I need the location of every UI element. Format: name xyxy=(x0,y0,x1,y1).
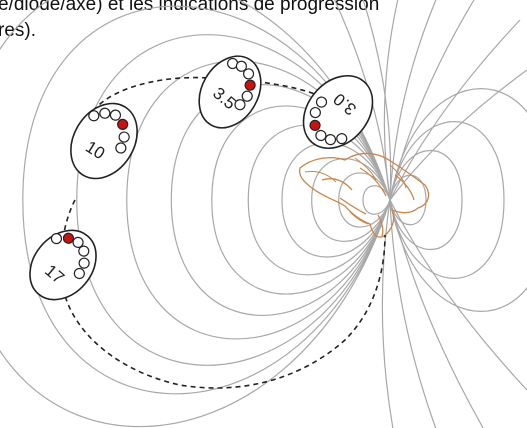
dot-empty xyxy=(99,107,111,119)
field-line xyxy=(389,88,527,312)
dot-empty xyxy=(234,99,246,111)
caption-line-1: e/diode/axe) et les indications de progr… xyxy=(0,0,380,15)
field-line xyxy=(389,199,527,391)
progress-marker-3-5: 3.5 xyxy=(198,55,262,129)
field-line xyxy=(383,0,399,201)
progress-marker-10: 10 xyxy=(70,102,138,180)
dot-empty xyxy=(73,267,85,280)
dot-empty xyxy=(242,68,255,80)
marker-oval xyxy=(70,102,138,180)
dot-empty xyxy=(78,257,90,269)
field-line xyxy=(389,0,437,201)
progress-marker-3-0: 3.0 xyxy=(302,74,374,150)
dot-empty xyxy=(309,106,321,119)
field-line xyxy=(389,199,437,428)
dot-active xyxy=(117,118,129,130)
field-line xyxy=(389,19,521,201)
progress-marker-17: 17 xyxy=(29,229,97,301)
dot-empty xyxy=(235,60,248,72)
field-line xyxy=(22,5,391,395)
dot-empty xyxy=(109,109,122,121)
dot-empty xyxy=(88,110,100,122)
field-line xyxy=(381,199,394,428)
dot-empty xyxy=(78,245,90,257)
dot-empty xyxy=(241,90,253,102)
dot-active xyxy=(244,79,256,91)
field-line xyxy=(76,34,391,366)
bird-sketch-detail xyxy=(304,157,407,225)
field-line xyxy=(0,0,391,427)
field-line xyxy=(389,121,505,279)
dot-empty xyxy=(72,236,84,248)
field-line xyxy=(338,172,391,228)
field-line xyxy=(389,199,484,428)
field-line xyxy=(389,149,463,251)
dot-empty xyxy=(336,133,348,145)
dot-active xyxy=(309,119,321,131)
marker-oval xyxy=(302,74,374,150)
field-line xyxy=(389,69,527,201)
dot-empty xyxy=(315,129,327,142)
bird-sketch xyxy=(298,152,430,238)
dot-active xyxy=(62,232,75,244)
dot-empty xyxy=(118,131,130,143)
dot-empty xyxy=(50,233,63,245)
dot-empty xyxy=(315,96,328,108)
dot-empty xyxy=(324,134,337,146)
field-line xyxy=(281,142,391,258)
field-line xyxy=(389,0,475,201)
dot-empty xyxy=(115,142,127,154)
field-line xyxy=(389,174,427,226)
marker-oval xyxy=(29,229,97,301)
field-line xyxy=(126,60,391,340)
